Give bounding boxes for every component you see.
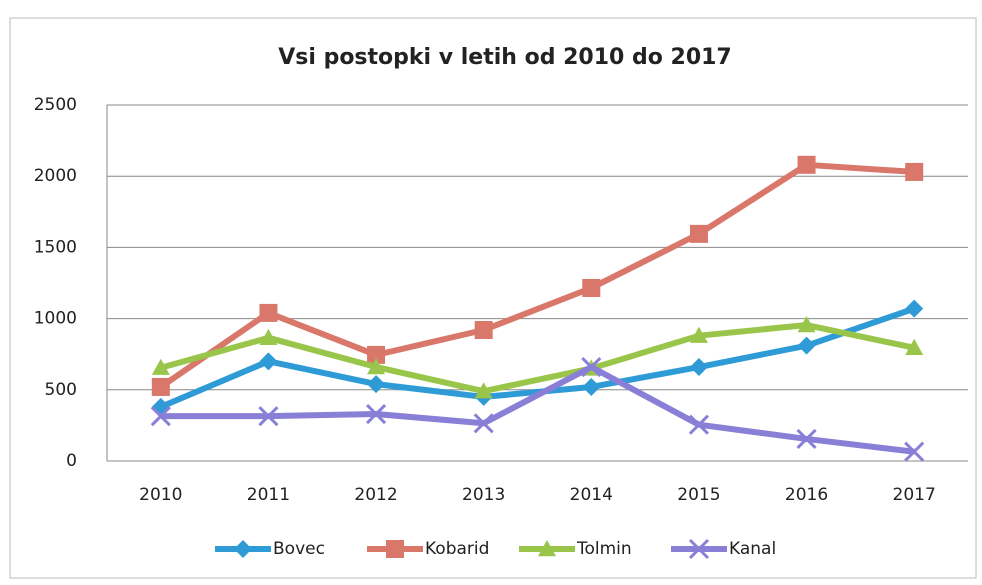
marker [367,345,386,364]
marker [259,303,278,322]
legend-label: Tolmin [576,539,632,559]
x-tick-label: 2013 [462,485,505,505]
y-tick-label: 2000 [34,166,77,186]
x-tick-label: 2017 [893,485,936,505]
marker [474,320,493,339]
marker [150,406,171,427]
marker [905,299,924,318]
chart-border [9,17,977,579]
marker [905,162,924,181]
legend-label: Bovec [273,539,325,559]
marker [473,413,494,434]
marker [259,352,278,371]
x-tick-label: 2014 [570,485,613,505]
x-tick-label: 2012 [354,485,397,505]
x-tick-label: 2011 [247,485,290,505]
x-tick-label: 2010 [139,485,182,505]
marker [259,328,278,346]
marker [367,358,386,375]
marker [689,358,708,377]
marker [688,414,709,435]
marker [797,155,816,174]
legend-marker [688,538,710,560]
legend-marker [386,540,404,558]
marker [904,441,925,462]
legend-marker [538,540,556,557]
marker [366,403,387,425]
y-tick-label: 0 [66,451,77,471]
marker [151,358,170,375]
series-line [159,161,915,390]
marker [905,338,924,355]
series-line [160,322,915,395]
y-tick-label: 2500 [34,95,77,115]
marker [367,375,386,394]
marker [474,382,493,399]
legend-marker [234,540,252,558]
chart-title: Vsi postopki v letih od 2010 do 2017 [278,45,732,70]
y-tick-label: 1500 [34,237,77,257]
marker [582,377,601,396]
marker [581,356,602,378]
y-tick-label: 1000 [34,309,77,329]
marker [582,278,601,297]
marker [797,316,816,333]
x-tick-label: 2016 [785,485,828,505]
legend-label: Kanal [729,539,776,559]
legend-label: Kobarid [425,539,489,559]
marker [258,406,279,427]
marker [689,224,708,243]
x-tick-label: 2015 [677,485,720,505]
marker [796,428,817,449]
marker [689,326,708,343]
y-tick-label: 500 [45,380,77,400]
marker [797,336,816,355]
marker [151,377,170,396]
series-line [160,364,915,455]
